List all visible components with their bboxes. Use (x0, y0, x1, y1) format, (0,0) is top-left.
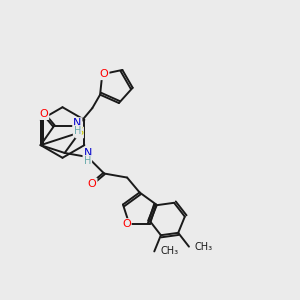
Text: N: N (73, 118, 82, 128)
Text: S: S (76, 128, 83, 137)
Text: CH₃: CH₃ (195, 242, 213, 252)
Text: O: O (100, 69, 109, 79)
Text: O: O (88, 178, 97, 188)
Text: O: O (40, 109, 48, 119)
Text: H: H (74, 126, 81, 136)
Text: O: O (122, 219, 131, 229)
Text: H: H (84, 156, 91, 166)
Text: N: N (83, 148, 92, 158)
Text: CH₃: CH₃ (160, 246, 178, 256)
